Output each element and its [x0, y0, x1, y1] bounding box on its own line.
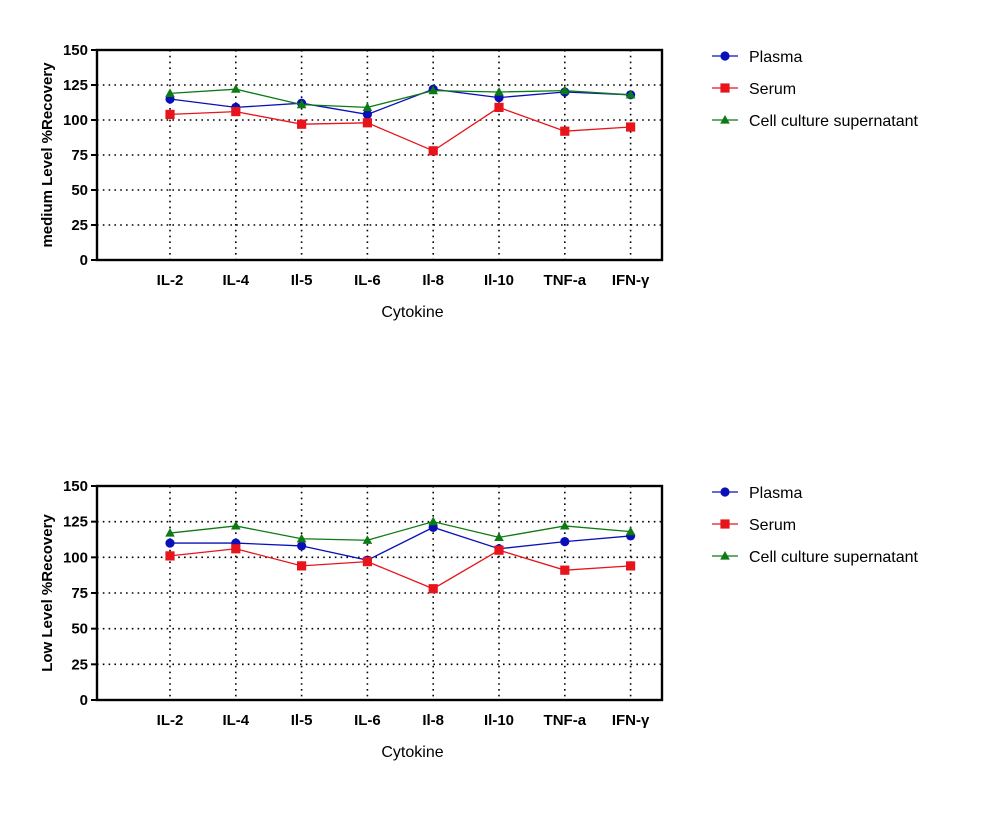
- y-tick-label: 100: [63, 112, 88, 129]
- data-point-supernatant: [296, 533, 307, 543]
- data-point-plasma: [297, 541, 307, 551]
- x-tick-label: Il-5: [291, 712, 313, 729]
- data-point-serum: [297, 561, 307, 571]
- data-point-supernatant: [165, 528, 175, 537]
- plot-frame: [95, 484, 664, 702]
- legend-label: Serum: [749, 81, 796, 98]
- x-tick-label: IL-4: [222, 272, 249, 289]
- data-point-plasma: [560, 537, 570, 547]
- data-point-supernatant: [362, 535, 373, 544]
- data-point-supernatant: [428, 85, 438, 95]
- chart-1: 0 25 50 75 100 125 150 IL-2 IL-4 Il-5 IL-6 Il-8 Il-1…: [39, 42, 919, 321]
- data-point-supernatant: [296, 99, 307, 109]
- data-point-supernatant: [231, 520, 241, 530]
- data-point-serum: [560, 565, 570, 575]
- x-tick-label: Il-10: [484, 272, 514, 289]
- y-tick-label: 125: [63, 77, 88, 94]
- x-axis-title: Cytokine: [381, 304, 443, 321]
- data-point-plasma: [165, 538, 175, 548]
- data-point-serum: [165, 551, 175, 561]
- y-tick-label: 25: [71, 656, 88, 673]
- data-point-supernatant: [165, 88, 175, 97]
- y-axis-title: medium Level %Recovery: [39, 62, 56, 248]
- x-tick-label: IL-2: [157, 712, 184, 729]
- data-point-serum: [362, 557, 372, 567]
- y-tick-label: 0: [80, 692, 88, 709]
- chart-2: 0 25 50 75 100 125 150 IL-2 IL-4 Il-5 IL-6 Il-8 Il-1…: [39, 478, 919, 761]
- series-line-serum: [169, 106, 631, 152]
- x-tick-label: IFN-γ: [612, 272, 650, 289]
- plot-frame: [95, 48, 664, 262]
- data-point-serum: [626, 561, 636, 571]
- y-tick-label: 75: [71, 147, 88, 164]
- x-tick-label: Il-8: [422, 712, 444, 729]
- data-point-serum: [231, 107, 241, 117]
- legend-marker-plasma: [720, 51, 730, 61]
- data-point-supernatant: [560, 520, 570, 530]
- legend-marker-plasma: [720, 487, 730, 497]
- legend-marker-serum: [720, 519, 730, 529]
- legend-label: Plasma: [749, 49, 802, 66]
- data-point-supernatant: [231, 84, 241, 93]
- y-tick-label: 150: [63, 42, 88, 59]
- y-tick-label: 150: [63, 478, 88, 495]
- series-line-serum: [169, 548, 631, 590]
- data-point-supernatant: [494, 532, 504, 541]
- x-tick-label: Il-8: [422, 272, 444, 289]
- legend: Plasma Serum Cell culture supernatant: [712, 49, 919, 130]
- x-tick-label: Il-5: [291, 272, 313, 289]
- legend-marker-supernatant: [720, 551, 730, 560]
- data-point-serum: [494, 545, 504, 555]
- x-tick-label: IFN-γ: [612, 712, 650, 729]
- data-point-supernatant: [625, 89, 636, 99]
- data-point-serum: [494, 102, 504, 112]
- data-point-plasma: [362, 109, 372, 119]
- y-tick-label: 75: [71, 585, 88, 602]
- x-tick-label: TNF-a: [544, 712, 587, 729]
- x-tick-label: IL-2: [157, 272, 184, 289]
- data-point-supernatant: [560, 85, 570, 95]
- y-tick-label: 50: [71, 182, 88, 199]
- legend-label: Plasma: [749, 485, 802, 502]
- legend-label: Cell culture supernatant: [749, 549, 919, 566]
- legend-label: Cell culture supernatant: [749, 113, 919, 130]
- y-tick-label: 0: [80, 252, 88, 269]
- x-tick-label: IL-6: [354, 712, 381, 729]
- legend-marker-serum: [720, 83, 730, 93]
- series-line-plasma: [169, 88, 631, 116]
- data-point-supernatant: [494, 87, 504, 96]
- y-tick-label: 100: [63, 549, 88, 566]
- data-point-serum: [297, 119, 307, 129]
- series-line-plasma: [170, 526, 631, 561]
- data-point-supernatant: [625, 526, 636, 536]
- series-line-supernatant: [169, 520, 631, 541]
- data-point-serum: [428, 146, 438, 156]
- data-point-serum: [626, 122, 636, 132]
- series-line-supernatant: [169, 88, 631, 109]
- x-tick-label: IL-6: [354, 272, 381, 289]
- data-point-supernatant: [362, 102, 373, 111]
- data-point-serum: [231, 544, 241, 554]
- y-tick-label: 125: [63, 514, 88, 531]
- data-point-supernatant: [428, 516, 438, 526]
- legend-marker-supernatant: [720, 115, 730, 124]
- x-tick-label: IL-4: [222, 712, 249, 729]
- data-point-serum: [362, 118, 372, 128]
- legend-label: Serum: [749, 517, 796, 534]
- x-tick-label: TNF-a: [544, 272, 587, 289]
- data-point-serum: [165, 109, 175, 119]
- x-axis-title: Cytokine: [381, 744, 443, 761]
- data-point-serum: [560, 126, 570, 136]
- y-tick-label: 50: [71, 621, 88, 638]
- data-point-serum: [428, 584, 438, 594]
- y-tick-label: 25: [71, 217, 88, 234]
- y-axis-title: Low Level %Recovery: [39, 514, 56, 672]
- legend: Plasma Serum Cell culture supernatant: [712, 485, 919, 566]
- x-tick-label: Il-10: [484, 712, 514, 729]
